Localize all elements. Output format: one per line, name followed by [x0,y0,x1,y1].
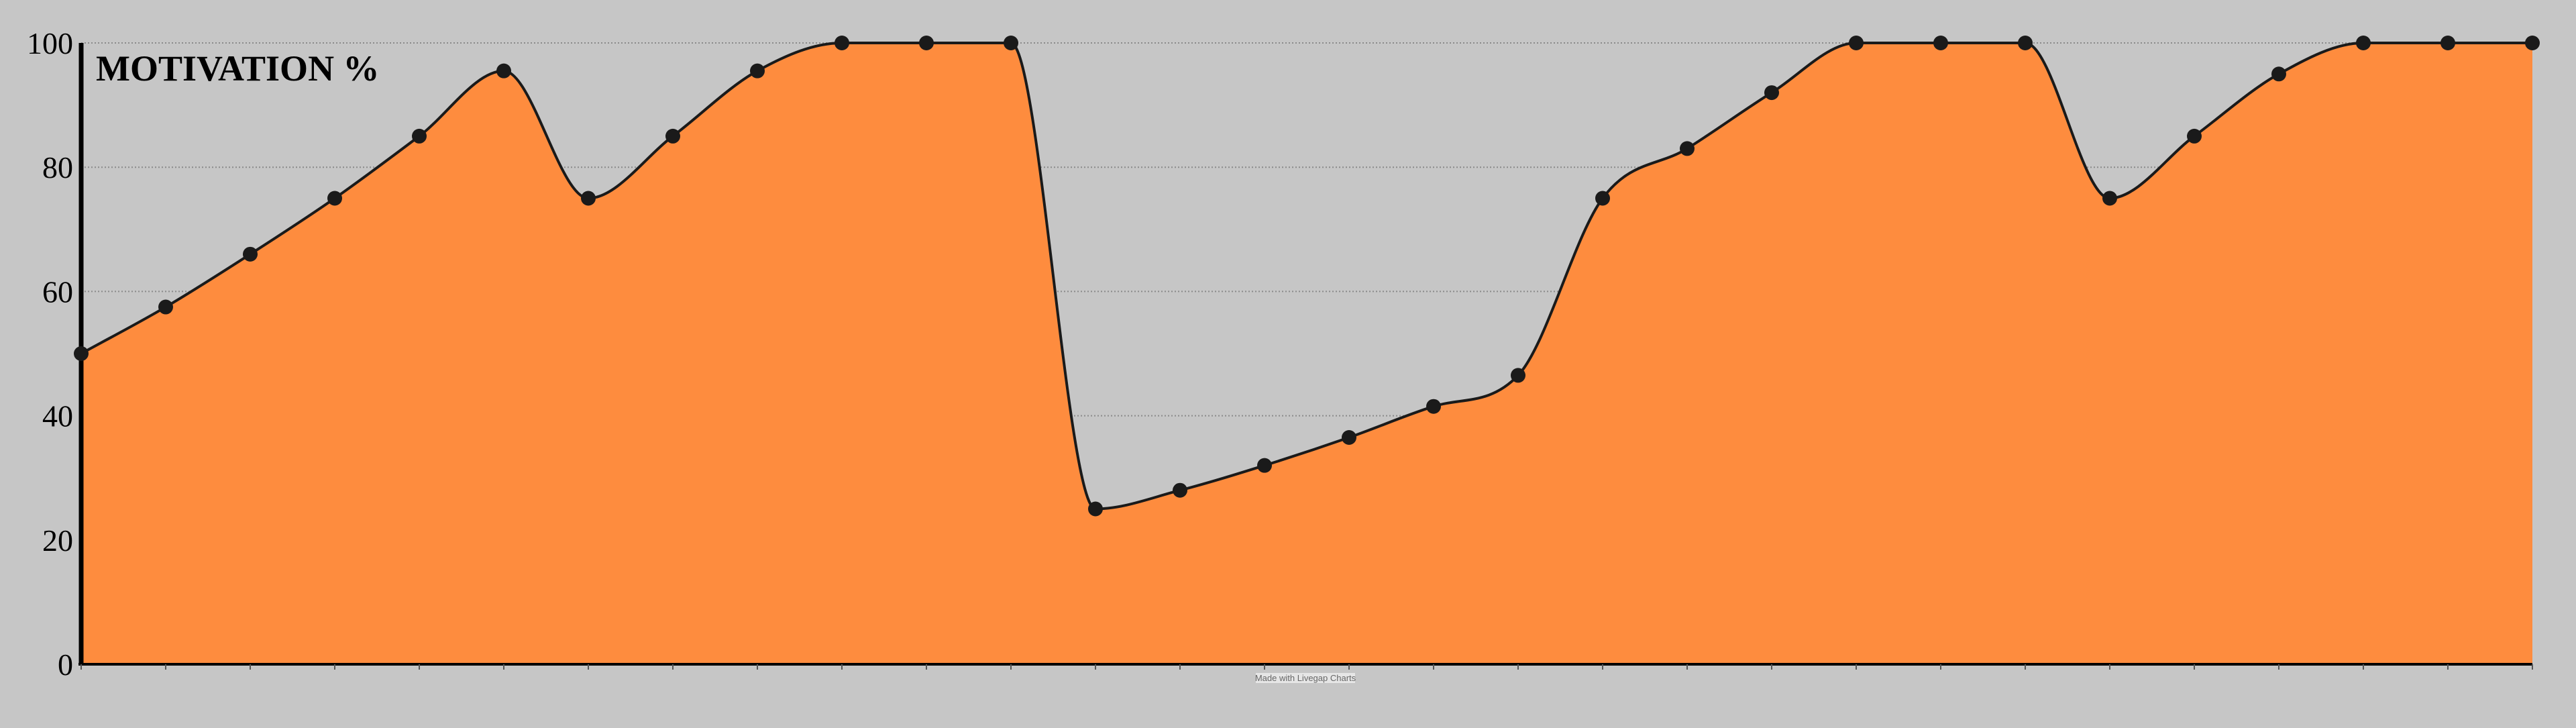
y-tick-label: 0 [58,647,73,682]
data-point[interactable] [1088,501,1103,517]
data-point[interactable] [665,128,680,144]
data-point[interactable] [496,63,511,79]
data-point[interactable] [919,36,934,50]
data-point[interactable] [1173,482,1187,498]
data-point[interactable] [243,246,258,262]
data-point[interactable] [412,128,427,144]
data-point[interactable] [1004,36,1018,50]
data-point[interactable] [74,346,89,361]
credit-background [1256,673,1355,683]
data-point[interactable] [581,191,596,206]
data-points [74,36,2540,517]
data-point[interactable] [1511,368,1525,383]
data-point[interactable] [2187,128,2202,144]
y-tick-label: 20 [42,523,73,558]
data-point[interactable] [1764,85,1779,101]
data-point[interactable] [1849,36,1864,50]
data-point[interactable] [750,63,765,79]
data-point[interactable] [1933,36,1948,50]
chart-title: MOTIVATION % [96,48,380,89]
data-point[interactable] [2271,66,2286,82]
area-fill [81,43,2532,664]
credit-link[interactable]: Made with Livegap Charts [1255,673,1356,683]
data-point[interactable] [2525,36,2540,50]
data-point[interactable] [1257,458,1272,473]
data-point[interactable] [2356,36,2371,50]
data-point[interactable] [1426,399,1441,414]
data-point[interactable] [2018,36,2033,50]
data-point[interactable] [2102,191,2117,206]
data-point[interactable] [1595,191,1610,206]
y-tick-label: 60 [42,274,73,309]
y-tick-label: 100 [27,26,73,60]
data-point[interactable] [158,299,173,315]
data-point[interactable] [835,36,849,50]
y-tick-label: 40 [42,399,73,433]
data-point[interactable] [1342,430,1356,446]
y-tick-label: 80 [42,150,73,185]
data-point[interactable] [1680,141,1695,156]
data-point[interactable] [2440,36,2455,50]
y-axis-tick-labels: 0 20 40 60 80 100 [27,26,73,682]
data-point[interactable] [327,191,342,206]
